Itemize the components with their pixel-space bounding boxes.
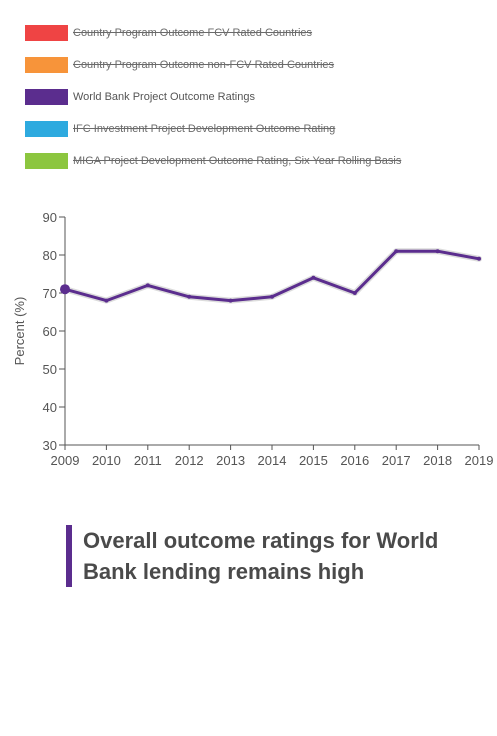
x-tick-label: 2017 — [382, 453, 411, 468]
legend-swatch — [25, 153, 68, 169]
legend-item[interactable]: World Bank Project Outcome Ratings — [25, 86, 485, 108]
legend-swatch — [25, 25, 68, 41]
y-tick-label: 60 — [43, 324, 57, 339]
y-axis-label: Percent (%) — [12, 297, 27, 366]
y-tick-label: 80 — [43, 248, 57, 263]
data-point — [477, 256, 481, 261]
y-tick-label: 90 — [43, 210, 57, 225]
data-point — [104, 298, 109, 303]
data-point — [311, 275, 316, 280]
y-tick-label: 30 — [43, 438, 57, 453]
legend-swatch — [25, 89, 68, 105]
legend-label: MIGA Project Development Outcome Rating,… — [73, 155, 402, 167]
data-point — [187, 294, 192, 299]
chart-title: Overall outcome ratings for World Bank l… — [83, 528, 439, 584]
data-point — [394, 249, 399, 254]
data-point — [435, 249, 440, 254]
x-tick-label: 2015 — [299, 453, 328, 468]
legend-swatch — [25, 57, 68, 73]
legend-label: IFC Investment Project Development Outco… — [73, 123, 336, 135]
data-point — [228, 298, 233, 303]
chart-legend: Country Program Outcome FCV Rated Countr… — [25, 22, 485, 182]
data-point — [270, 294, 274, 299]
x-tick-label: 2012 — [175, 453, 204, 468]
x-tick-label: 2018 — [423, 453, 452, 468]
x-tick-label: 2014 — [258, 453, 287, 468]
y-tick-label: 40 — [43, 400, 57, 415]
data-point — [60, 284, 70, 295]
x-tick-label: 2010 — [92, 453, 121, 468]
series-line — [63, 249, 481, 303]
legend-label: Country Program Outcome FCV Rated Countr… — [73, 27, 313, 39]
data-point — [145, 283, 150, 288]
x-tick-label: 2016 — [340, 453, 369, 468]
legend-swatch — [25, 121, 68, 137]
legend-item[interactable]: Country Program Outcome non-FCV Rated Co… — [25, 54, 485, 76]
line-chart: 30 40 50 60 70 80 90 2009 2010 2011 2012 2013 2014 20… — [12, 210, 494, 468]
y-tick-label: 50 — [43, 362, 57, 377]
legend-item[interactable]: IFC Investment Project Development Outco… — [25, 118, 485, 140]
legend-label: Country Program Outcome non-FCV Rated Co… — [73, 59, 335, 71]
chart-title-block: Overall outcome ratings for World Bank l… — [66, 525, 483, 587]
y-tick-label: 70 — [43, 286, 57, 301]
data-point — [352, 291, 357, 295]
legend-item[interactable]: MIGA Project Development Outcome Rating,… — [25, 150, 485, 172]
legend-item[interactable]: Country Program Outcome FCV Rated Countr… — [25, 22, 485, 44]
x-tick-label: 2019 — [465, 453, 494, 468]
legend-label: World Bank Project Outcome Ratings — [73, 91, 255, 103]
x-tick-label: 2009 — [51, 453, 80, 468]
x-tick-label: 2011 — [134, 453, 162, 468]
x-tick-label: 2013 — [216, 453, 245, 468]
